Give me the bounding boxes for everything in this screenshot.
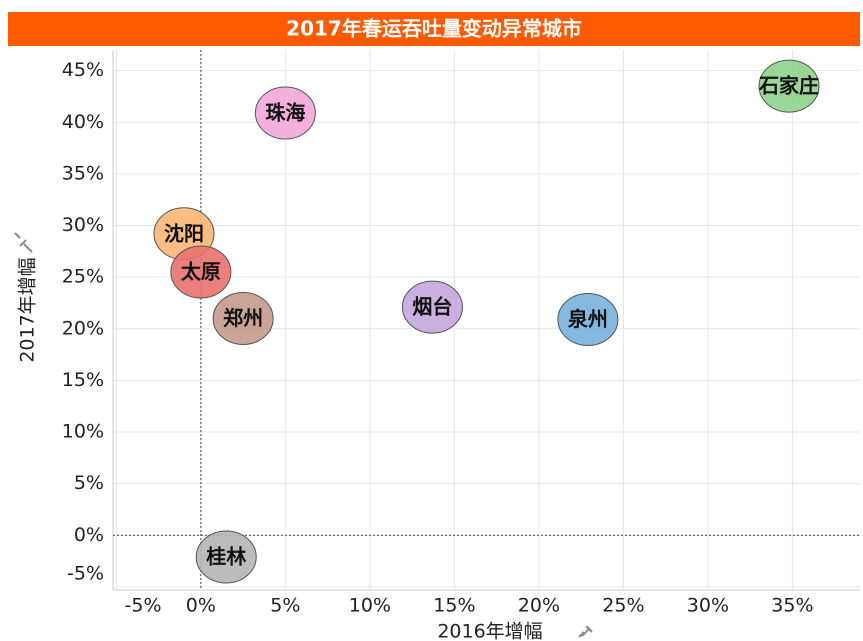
point-label: 太原 — [181, 259, 221, 283]
bubble — [170, 245, 232, 299]
pin-icon — [578, 625, 593, 638]
y-tick-label: 35% — [62, 162, 104, 184]
y-tick-label: 40% — [62, 111, 104, 133]
y-axis-label: 2017年增幅 — [17, 257, 39, 362]
bubble — [557, 292, 619, 346]
point-label: 泉州 — [567, 307, 608, 331]
y-tick-label: 15% — [62, 369, 104, 391]
bubble — [212, 291, 274, 345]
bubble — [758, 59, 820, 113]
bubble — [401, 280, 463, 334]
x-tick-label: 0% — [186, 595, 216, 617]
x-tick-label: 20% — [518, 595, 560, 617]
pin-icon — [14, 232, 33, 253]
x-tick-label: 15% — [433, 595, 475, 617]
plot-area: -5% 0% 5% 10% 15% 20% 25% 30% 35% -5% 0% 5% 10% 15% 20… — [62, 50, 860, 617]
x-tick-label: 25% — [602, 595, 644, 617]
y-tick-label: 5% — [74, 472, 104, 494]
y-tick-label: 25% — [62, 266, 104, 288]
x-tick-label: -5% — [125, 595, 162, 617]
y-tick-label: 20% — [62, 317, 104, 339]
x-tick-label: 10% — [349, 595, 391, 617]
y-tick-label: 10% — [62, 421, 104, 443]
point-label: 珠海 — [265, 100, 305, 124]
point-label: 烟台 — [412, 295, 452, 319]
bubble — [254, 86, 316, 140]
x-tick-label: 5% — [270, 595, 300, 617]
y-tick-label: 45% — [62, 59, 104, 81]
bubble — [195, 530, 257, 584]
x-axis-label: 2016年增幅 — [437, 621, 542, 641]
point-label: 桂林 — [205, 544, 246, 568]
chart-title: 2017年春运吞吐量变动异常城市 — [286, 17, 582, 41]
x-tick-label: 35% — [771, 595, 813, 617]
y-tick-label: 0% — [74, 524, 104, 546]
point-label: 沈阳 — [164, 221, 204, 245]
x-tick-label: 30% — [687, 595, 729, 617]
y-tick-label: -5% — [67, 563, 104, 585]
point-label: 郑州 — [223, 306, 263, 330]
y-tick-label: 30% — [62, 214, 104, 236]
point-label: 石家庄 — [758, 74, 819, 98]
title-bar — [8, 12, 860, 46]
